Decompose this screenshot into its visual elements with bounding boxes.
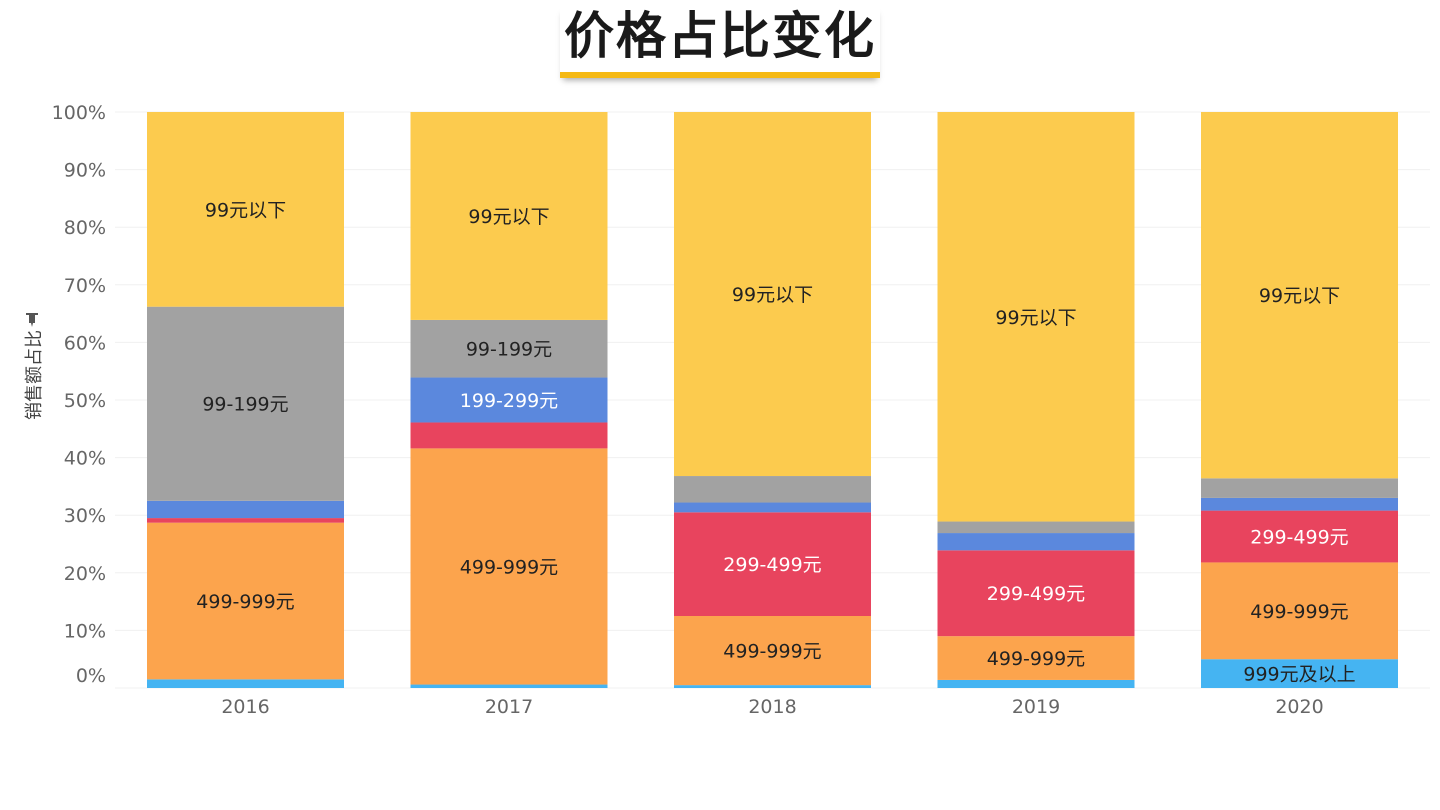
bar-segment[interactable] — [1201, 478, 1398, 498]
y-axis-ticks: 0% 10% 20% 30% 40% 50% 60% 70% 80% 90% 100% — [52, 102, 106, 687]
segment-label: 299-499元 — [1250, 527, 1348, 549]
bar-segment[interactable] — [1201, 659, 1398, 688]
y-tick-label: 70% — [64, 275, 106, 297]
y-tick-label: 40% — [64, 448, 106, 470]
bar-segment[interactable] — [410, 422, 608, 449]
bar-segment[interactable] — [674, 512, 871, 616]
bar-segment[interactable] — [410, 448, 608, 685]
bar-segment[interactable] — [147, 518, 344, 523]
bar-segment[interactable] — [147, 500, 344, 519]
y-tick-label: 30% — [64, 505, 106, 527]
pin-icon[interactable] — [26, 313, 38, 327]
bar-segment[interactable] — [1201, 562, 1398, 660]
segment-label: 99元以下 — [1259, 285, 1340, 307]
segment-label: 499-999元 — [460, 556, 558, 578]
bar-segment[interactable] — [1201, 112, 1398, 479]
bar-segment[interactable] — [147, 112, 344, 307]
segment-label: 99-199元 — [466, 339, 552, 361]
segment-label: 999元及以上 — [1243, 664, 1355, 686]
bar-segment[interactable] — [410, 684, 608, 688]
segment-label: 299-499元 — [987, 583, 1085, 605]
bar-segment[interactable] — [674, 616, 871, 686]
x-tick-label: 2018 — [748, 696, 796, 718]
x-tick-label: 2016 — [221, 696, 269, 718]
segment-labels: 499-999元 99-199元 99元以下 499-999元 199-299元 99-1… — [196, 199, 1355, 685]
bar-segment[interactable] — [147, 522, 344, 680]
bar-segment[interactable] — [410, 319, 608, 378]
bar-segment[interactable] — [674, 476, 871, 503]
bar-segment[interactable] — [1201, 497, 1398, 511]
page-title: 价格占比变化 — [560, 6, 880, 78]
segment-label: 99元以下 — [995, 307, 1076, 329]
y-tick-label: 0% — [76, 665, 106, 687]
bar-segment[interactable] — [674, 685, 871, 688]
y-axis-label: 销售额占比 — [24, 330, 45, 420]
bar-segment[interactable] — [410, 377, 608, 423]
bar-segment[interactable] — [937, 521, 1135, 534]
x-tick-label: 2017 — [485, 696, 533, 718]
segment-label: 99元以下 — [468, 206, 549, 228]
x-tick-label: 2020 — [1275, 696, 1323, 718]
y-tick-label: 20% — [64, 563, 106, 585]
segment-label: 99-199元 — [202, 394, 288, 416]
x-tick-label: 2019 — [1012, 696, 1060, 718]
y-tick-label: 10% — [64, 620, 106, 642]
x-axis-ticks: 2016 2017 2018 2019 2020 — [221, 696, 1323, 718]
bar-segment[interactable] — [1201, 510, 1398, 563]
segment-label: 99元以下 — [205, 199, 286, 221]
segment-label: 299-499元 — [723, 554, 821, 576]
bar-segment[interactable] — [674, 112, 871, 477]
segment-label: 499-999元 — [987, 648, 1085, 670]
bar-segment[interactable] — [147, 679, 344, 688]
segment-label: 99元以下 — [732, 284, 813, 306]
segment-label: 499-999元 — [723, 641, 821, 663]
title-container: 价格占比变化 — [0, 6, 1440, 78]
segment-label: 499-999元 — [196, 591, 294, 613]
bar-segment[interactable] — [410, 112, 608, 320]
segment-label: 199-299元 — [460, 390, 558, 412]
bar-segment[interactable] — [937, 112, 1135, 522]
y-tick-label: 50% — [64, 390, 106, 412]
bar-segment[interactable] — [147, 306, 344, 501]
bar-segment[interactable] — [937, 636, 1135, 680]
bar-segment[interactable] — [937, 550, 1135, 637]
y-tick-label: 100% — [52, 102, 106, 124]
bar-segment[interactable] — [937, 679, 1135, 688]
segment-label: 499-999元 — [1250, 601, 1348, 623]
y-tick-label: 90% — [64, 160, 106, 182]
bar-segment[interactable] — [937, 533, 1135, 551]
bar-segment[interactable] — [674, 502, 871, 513]
y-tick-label: 60% — [64, 332, 106, 354]
bars — [147, 112, 1398, 688]
y-tick-label: 80% — [64, 217, 106, 239]
